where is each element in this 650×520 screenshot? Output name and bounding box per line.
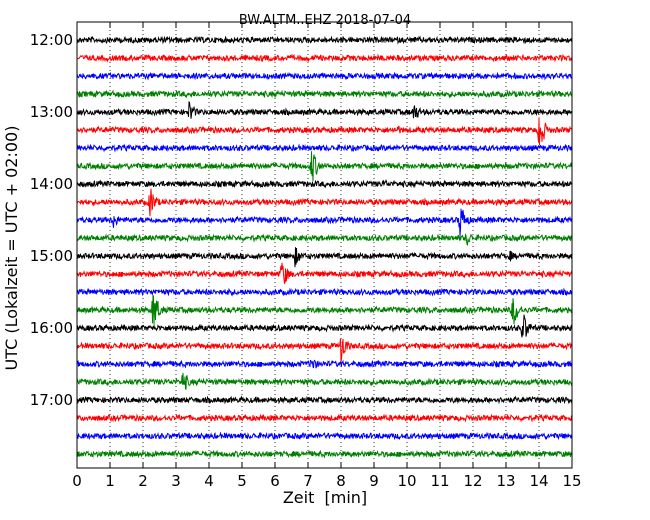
x-tick-label: 10	[397, 472, 416, 490]
trace-1230	[76, 71, 573, 81]
trace-1500	[76, 247, 573, 268]
chart-title: BW.ALTM..EHZ 2018-07-04	[239, 13, 411, 28]
y-axis-label: UTC (Lokalzeit = UTC + 02:00)	[2, 126, 21, 371]
y-tick-label: 14:00	[30, 175, 73, 193]
x-tick-label: 9	[369, 472, 379, 490]
x-tick-label: 6	[270, 472, 280, 490]
x-tick-label: 4	[204, 472, 214, 490]
x-tick-label: 5	[237, 472, 247, 490]
y-tick-label: 16:00	[30, 319, 73, 337]
x-axis: 0 1 2 3 4 5 6 7 8 9 10 11 12 13 14 15	[72, 22, 582, 490]
y-axis: 12:00 13:00 14:00 15:00 16:00 17:00	[30, 31, 572, 409]
trace-1615	[76, 338, 573, 363]
trace-1715	[76, 413, 573, 423]
x-tick-label: 15	[562, 472, 581, 490]
trace-1545	[76, 294, 573, 325]
trace-1400	[77, 179, 573, 189]
trace-1445	[76, 233, 573, 247]
trace-1700	[76, 395, 573, 405]
trace-1315	[76, 117, 573, 146]
x-tick-label: 14	[529, 472, 548, 490]
trace-1730	[76, 431, 573, 441]
x-tick-label: 1	[105, 472, 115, 490]
x-tick-label: 8	[336, 472, 346, 490]
y-tick-label: 15:00	[30, 247, 73, 265]
x-tick-label: 3	[171, 472, 181, 490]
x-tick-label: 2	[138, 472, 148, 490]
trace-1245	[76, 89, 573, 99]
x-tick-label: 11	[430, 472, 449, 490]
x-tick-label: 12	[463, 472, 482, 490]
x-tick-label: 7	[303, 472, 313, 490]
trace-1300	[76, 101, 573, 119]
trace-1600	[76, 314, 573, 338]
y-tick-label: 12:00	[30, 31, 73, 49]
trace-1200	[76, 35, 573, 45]
trace-1415	[76, 188, 573, 217]
x-tick-label: 13	[496, 472, 515, 490]
trace-1515	[76, 262, 573, 284]
trace-1215	[76, 53, 573, 63]
trace-1345	[76, 151, 573, 182]
trace-1745	[76, 449, 573, 459]
trace-1530	[76, 287, 573, 297]
plot-frame	[76, 21, 573, 469]
trace-1645	[76, 372, 573, 390]
trace-1630	[76, 359, 573, 369]
trace-group	[76, 35, 573, 459]
y-tick-label: 13:00	[30, 103, 73, 121]
trace-1330	[76, 143, 573, 153]
trace-1430	[77, 208, 573, 237]
y-tick-label: 17:00	[30, 391, 73, 409]
x-axis-label: Zeit [min]	[283, 488, 367, 507]
x-tick-label: 0	[72, 472, 82, 490]
